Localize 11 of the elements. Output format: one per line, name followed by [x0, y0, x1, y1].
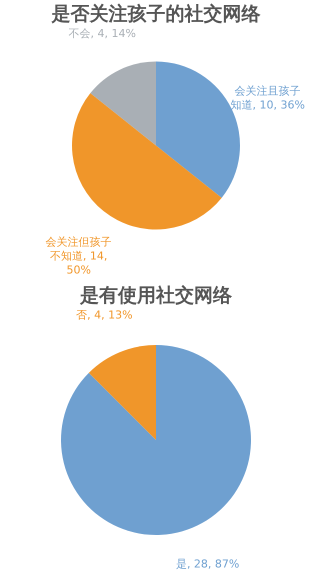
pie-slice: [88, 345, 156, 440]
chart-title: 是有使用社交网络: [79, 284, 233, 306]
slice-label: 会关注且孩子知道, 10, 36%: [230, 84, 305, 112]
slice-label: 不会, 4, 14%: [68, 26, 136, 40]
chart-title: 是否关注孩子的社交网络: [50, 2, 262, 25]
slice-label: 是, 28, 87%: [176, 558, 240, 571]
pie-slice: [72, 93, 222, 230]
pie-slice: [61, 345, 251, 535]
pie-slice: [90, 62, 156, 146]
slice-label: 否, 4, 13%: [76, 308, 133, 322]
slice-label: 会关注但孩子不知道, 14, 50%: [46, 235, 112, 276]
